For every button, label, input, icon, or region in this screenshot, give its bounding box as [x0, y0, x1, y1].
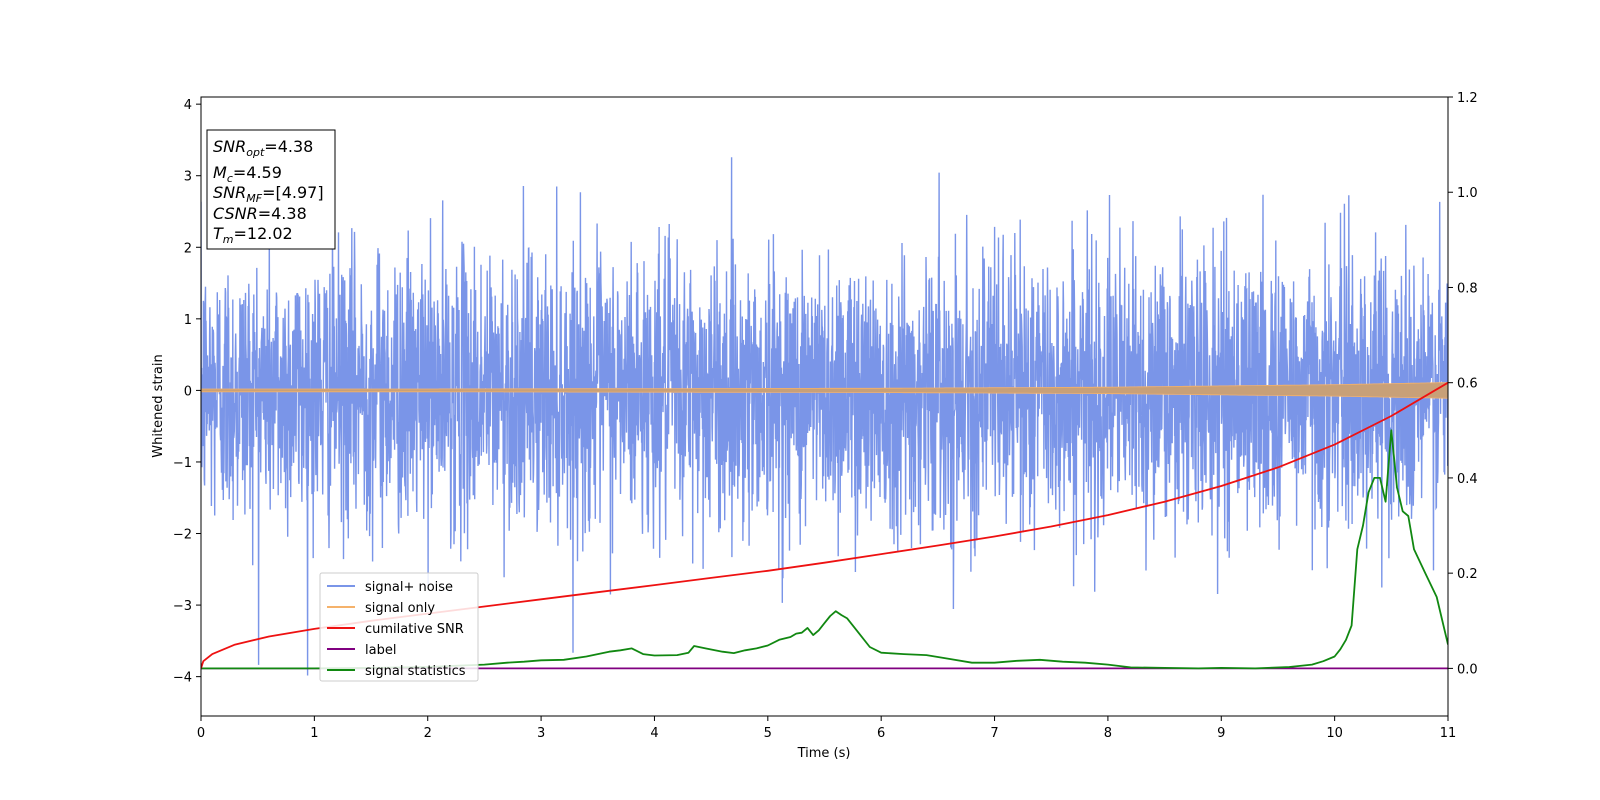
legend-label: signal+ noise [365, 580, 453, 595]
y-left-tick-label: −1 [173, 456, 192, 471]
x-tick-label: 11 [1440, 726, 1457, 741]
y-left-tick-label: 2 [184, 241, 192, 256]
stat-snr-mf-label: SNR [213, 183, 246, 202]
stat-csnr: CSNR=4.38 [213, 204, 307, 223]
legend-label: signal statistics [365, 664, 466, 679]
y-left-tick-label: −4 [173, 671, 192, 686]
stat-snr-mf-sub: MF [246, 192, 262, 205]
legend-label: label [365, 643, 396, 658]
x-axis-label: Time (s) [797, 746, 851, 761]
series-cumulative-snr [201, 381, 1448, 669]
x-tick-label: 9 [1217, 726, 1225, 741]
y-right-tick-label: 0.2 [1457, 567, 1478, 582]
x-tick-label: 8 [1104, 726, 1112, 741]
legend-label: signal only [365, 601, 435, 616]
y-left-tick-label: 1 [184, 313, 192, 328]
x-tick-label: 1 [310, 726, 318, 741]
y-right-tick-label: 0.6 [1457, 377, 1478, 392]
y-left-tick-label: −2 [173, 528, 192, 543]
axes-frame [200, 96, 1449, 717]
stat-mc-sub: c [227, 172, 233, 185]
stat-snr-opt: SNRopt=4.38 [213, 137, 313, 159]
y-right-tick-label: 0.4 [1457, 472, 1478, 487]
x-tick-label: 3 [537, 726, 545, 741]
y-right-tick-label: 0.0 [1457, 662, 1478, 677]
legend-entries: signal+ noise signal only cumilative SNR la… [327, 580, 466, 679]
stat-mc: Mc=4.59 [213, 163, 282, 185]
legend-label: cumilative SNR [365, 622, 464, 637]
x-tick-label: 0 [197, 726, 205, 741]
y-left-tick-label: −3 [173, 599, 192, 614]
stat-csnr-label: CSNR [213, 204, 258, 223]
stat-tm-label: T [213, 224, 224, 243]
y-right-tick-label: 1.2 [1457, 91, 1478, 106]
stat-snr-opt-label: SNR [213, 137, 246, 156]
y-left-tick-label: 3 [184, 170, 192, 185]
stat-tm-value: =12.02 [234, 224, 293, 243]
stat-snr-mf: SNRMF=[4.97] [213, 183, 324, 205]
stat-mc-label: M [213, 163, 227, 182]
axis-ticks: 0 1 2 3 4 5 6 7 8 9 10 11 −4 −3 −2 −1 0 1 2 3 4 0.0 0.2 0.4 0.6 0… [173, 91, 1478, 741]
legend: signal+ noise signal only cumilative SNR la… [319, 572, 479, 682]
x-tick-label: 10 [1326, 726, 1343, 741]
x-tick-label: 7 [990, 726, 998, 741]
stat-tm: Tm=12.02 [213, 224, 293, 246]
stat-mc-value: =4.59 [233, 163, 282, 182]
y-left-tick-label: 4 [184, 98, 192, 113]
stats-box: SNRopt=4.38 Mc=4.59 SNRMF=[4.97] CSNR=4.… [206, 129, 336, 250]
legend-frame [319, 572, 479, 682]
series-signal-only [201, 382, 1448, 399]
x-tick-label: 2 [424, 726, 432, 741]
y-axis-label: Whitened strain [151, 354, 166, 457]
stat-csnr-value: =4.38 [258, 204, 307, 223]
y-right-tick-label: 0.8 [1457, 281, 1478, 296]
x-tick-label: 6 [877, 726, 885, 741]
stat-snr-mf-value: =[4.97] [262, 183, 324, 202]
series-signal-statistics [201, 429, 1448, 670]
x-tick-label: 5 [764, 726, 772, 741]
y-left-tick-label: 0 [184, 384, 192, 399]
stat-tm-sub: m [223, 233, 234, 246]
x-tick-label: 4 [650, 726, 658, 741]
stat-snr-opt-sub: opt [246, 146, 265, 159]
stat-snr-opt-value: =4.38 [264, 137, 313, 156]
stats-box-frame [206, 129, 336, 250]
y-right-tick-label: 1.0 [1457, 186, 1478, 201]
